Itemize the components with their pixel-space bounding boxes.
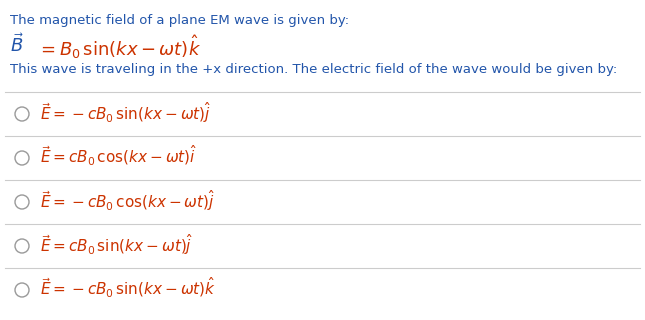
Text: $= B_0\,\sin(kx - \omega t)\hat{k}$: $= B_0\,\sin(kx - \omega t)\hat{k}$ (37, 33, 201, 61)
Text: $\vec{E} = -cB_0\,\mathrm{cos}(kx - \omega t)\hat{j}$: $\vec{E} = -cB_0\,\mathrm{cos}(kx - \ome… (40, 188, 215, 213)
Text: The magnetic field of a plane EM wave is given by:: The magnetic field of a plane EM wave is… (10, 14, 349, 27)
Text: $\vec{E} = -cB_0\,\mathrm{sin}(kx - \omega t)\hat{k}$: $\vec{E} = -cB_0\,\mathrm{sin}(kx - \ome… (40, 276, 216, 300)
Text: $\vec{B}$: $\vec{B}$ (10, 33, 24, 56)
Text: This wave is traveling in the +x direction. The electric field of the wave would: This wave is traveling in the +x directi… (10, 63, 617, 76)
Text: $\vec{E} = cB_0\,\mathrm{cos}(kx - \omega t)\hat{i}$: $\vec{E} = cB_0\,\mathrm{cos}(kx - \omeg… (40, 144, 197, 168)
Text: $\vec{E} = -cB_0\,\mathrm{sin}(kx - \omega t)\hat{j}$: $\vec{E} = -cB_0\,\mathrm{sin}(kx - \ome… (40, 100, 212, 125)
Text: $\vec{E} = cB_0\,\mathrm{sin}(kx - \omega t)\hat{j}$: $\vec{E} = cB_0\,\mathrm{sin}(kx - \omeg… (40, 232, 193, 257)
